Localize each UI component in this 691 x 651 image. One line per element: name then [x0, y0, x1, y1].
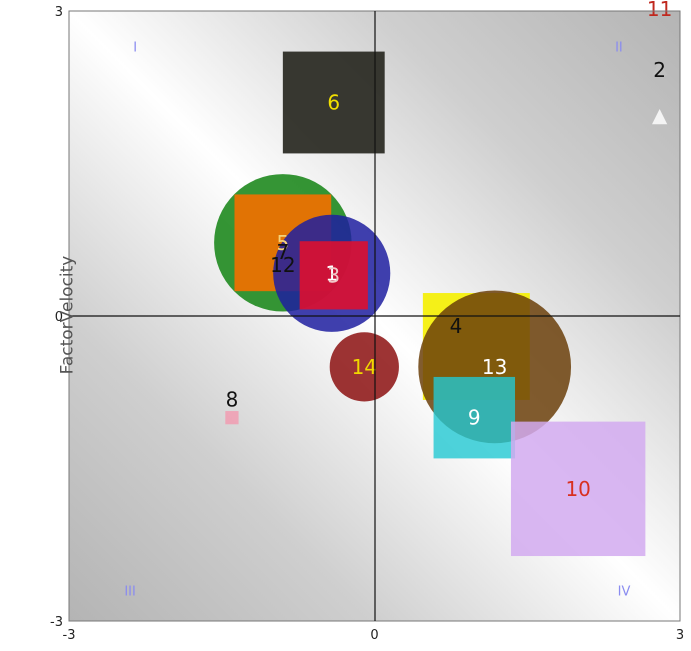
point-label-7: 7: [276, 240, 289, 264]
point-label-8: 8: [226, 387, 239, 411]
point-label-9: 9: [468, 406, 481, 430]
square-9: [433, 376, 516, 459]
bubble-14: [329, 332, 399, 402]
square-10: [510, 421, 646, 557]
x-tick-label: -3: [63, 628, 76, 643]
point-label-4: 4: [450, 314, 463, 338]
point-label-13: 13: [482, 355, 507, 379]
point-label-12: 12: [270, 253, 295, 277]
quadrant-label-4: IV: [618, 585, 631, 600]
point-label-14: 14: [352, 355, 377, 379]
point-label-5: 5: [276, 231, 289, 255]
y-tick-label: 0: [55, 310, 63, 325]
quadrant-label-3: III: [124, 585, 136, 600]
x-tick-label: 0: [370, 628, 378, 643]
triangle-2: [651, 108, 668, 125]
point-label-1: 1: [325, 261, 338, 285]
y-tick-label: 3: [55, 5, 63, 20]
quadrant-label-1: I: [133, 41, 137, 56]
point-label-2: 2: [653, 58, 666, 82]
point-label-11: 11: [647, 0, 672, 21]
square-8: [225, 411, 239, 425]
ticks-layer: -3 0 3 -3 0 3: [50, 5, 684, 643]
square-6: [282, 51, 385, 154]
y-tick-label: -3: [50, 615, 63, 630]
quadrant-label-2: II: [615, 41, 623, 56]
point-label-6: 6: [327, 91, 340, 115]
y-axis-label: FactorVelocity: [57, 255, 78, 375]
point-label-3: 3: [327, 263, 340, 287]
triangle-11: [651, 60, 668, 76]
point-label-10: 10: [565, 477, 590, 501]
x-tick-label: 3: [676, 628, 684, 643]
square-3: [299, 241, 368, 310]
